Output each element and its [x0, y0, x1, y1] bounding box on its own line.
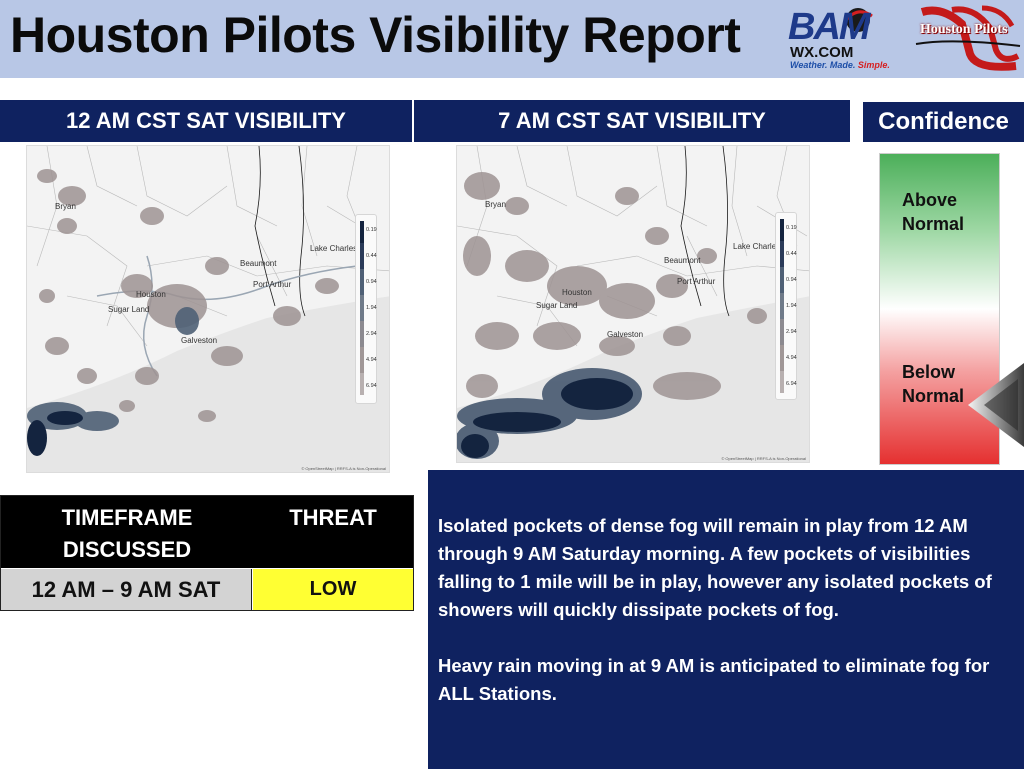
legend-tick: 0.19 — [366, 227, 377, 233]
timeframe-cell: 12 AM – 9 AM SAT — [1, 569, 252, 610]
threat-level-cell: LOW — [253, 569, 413, 610]
place-label: Bryan — [485, 200, 506, 209]
legend-tick: 4.94 — [786, 355, 797, 361]
place-label: Sugar Land — [536, 301, 578, 310]
place-label: Port Arthur — [677, 277, 716, 286]
bam-logo-swoosh-icon — [844, 8, 873, 32]
bam-logo-tagline: Weather. Made. Simple. — [790, 60, 890, 70]
place-label: Galveston — [181, 336, 218, 345]
place-label: Lake Charles — [733, 242, 781, 251]
visibility-legend: 0.19 0.44 0.94 1.94 2.94 4.94 6.94 — [775, 212, 797, 400]
confidence-title: Confidence — [863, 102, 1024, 142]
map-graphic-7am — [457, 146, 809, 462]
legend-tick: 4.94 — [366, 357, 377, 363]
confidence-pointer-icon — [968, 363, 1024, 447]
map-attribution: © OpenStreetMap | RRFS-A is Non-Operatio… — [301, 466, 386, 471]
visibility-map-12am: Bryan Lake Charles Beaumont Port Arthur … — [26, 145, 390, 473]
place-label: Galveston — [607, 330, 644, 339]
place-label: Bryan — [55, 202, 76, 211]
place-label: Houston — [136, 290, 166, 299]
houston-pilots-logo-text: Houston Pilots — [920, 22, 1008, 37]
bam-logo-domain: WX.COM — [790, 44, 854, 61]
place-label: Beaumont — [664, 256, 701, 265]
visibility-legend: 0.19 0.44 0.94 1.94 2.94 4.94 6.94 — [355, 214, 377, 404]
legend-tick: 0.94 — [366, 279, 377, 285]
place-label: Port Arthur — [253, 280, 292, 289]
legend-tick: 0.44 — [786, 251, 797, 257]
place-label: Beaumont — [240, 259, 277, 268]
discussion-paragraph: Heavy rain moving in at 9 AM is anticipa… — [438, 655, 990, 704]
timeframe-header: TIMEFRAME DISCUSSED — [1, 496, 253, 568]
confidence-below-label: Below Normal — [902, 362, 965, 406]
forecast-discussion: Isolated pockets of dense fog will remai… — [428, 470, 1024, 769]
legend-tick: 0.94 — [786, 277, 797, 283]
houston-pilots-logo: Houston Pilots — [912, 4, 1022, 72]
threat-table: TIMEFRAME DISCUSSED THREAT 12 AM – 9 AM … — [0, 495, 414, 611]
legend-tick: 0.44 — [366, 253, 377, 259]
visibility-map-7am: Bryan Lake Charles Beaumont Port Arthur … — [456, 145, 810, 463]
map-graphic-12am — [27, 146, 389, 472]
bam-logo-word: BAM — [788, 6, 871, 48]
title-bar: Houston Pilots Visibility Report BAM WX.… — [0, 0, 1024, 78]
legend-tick: 1.94 — [786, 303, 797, 309]
houston-pilots-emblem-icon — [915, 5, 1021, 71]
threat-header: THREAT — [253, 496, 413, 568]
discussion-paragraph: Isolated pockets of dense fog will remai… — [438, 515, 992, 620]
confidence-above-label: Above Normal — [902, 190, 965, 234]
bam-weather-logo: BAM WX.COM Weather. Made. Simple. — [786, 6, 908, 72]
mid-map-title: 7 AM CST SAT VISIBILITY — [414, 100, 850, 142]
legend-tick: 1.94 — [366, 305, 377, 311]
legend-tick: 0.19 — [786, 225, 797, 231]
place-label: Sugar Land — [108, 305, 150, 314]
map-attribution: © OpenStreetMap | RRFS-A is Non-Operatio… — [721, 456, 806, 461]
left-map-title: 12 AM CST SAT VISIBILITY — [0, 100, 412, 142]
place-label: Houston — [562, 288, 592, 297]
page-title: Houston Pilots Visibility Report — [10, 7, 741, 63]
legend-tick: 2.94 — [366, 331, 377, 337]
legend-tick: 6.94 — [366, 383, 377, 389]
legend-tick: 2.94 — [786, 329, 797, 335]
legend-tick: 6.94 — [786, 381, 797, 387]
place-label: Lake Charles — [310, 244, 358, 253]
